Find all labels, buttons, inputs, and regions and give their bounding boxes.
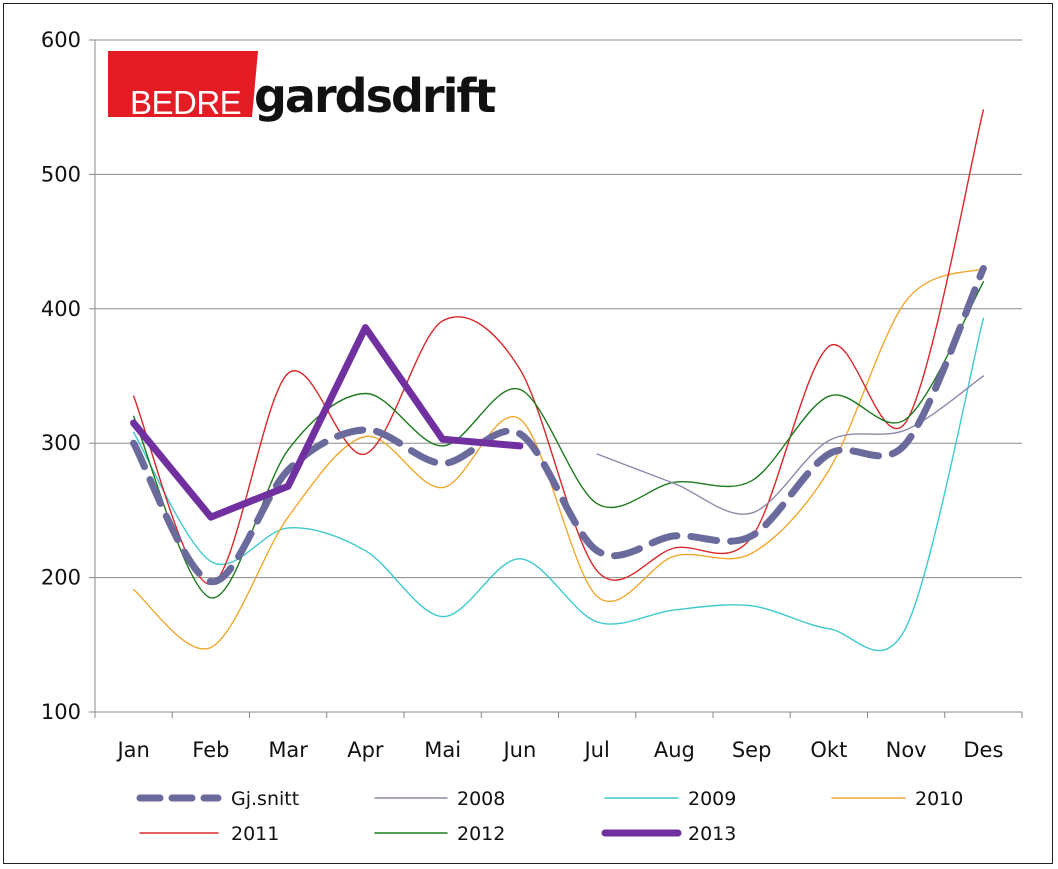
logo-red-block (108, 51, 258, 117)
legend-label-gj-snitt: Gj.snitt (231, 788, 299, 810)
logo-text-bedre: BEDRE (130, 84, 242, 121)
series-line-2008 (596, 375, 985, 515)
x-tick-label-mar: Mar (268, 738, 308, 762)
y-tick-label: 500 (41, 162, 81, 186)
legend-label-2008: 2008 (457, 788, 505, 810)
x-tick-label-aug: Aug (654, 738, 695, 762)
series-line-gj-snitt (130, 265, 987, 586)
series-line-2010 (132, 267, 985, 650)
x-tick-labels: Jan Feb Mar Apr Mai Jun Jul Aug Sep Okt Nov Des (115, 738, 1003, 762)
x-tick-label-feb: Feb (192, 738, 229, 762)
x-tick-label-sep: Sep (732, 738, 772, 762)
y-tick-label: 100 (41, 700, 81, 724)
logo-text-gardsdrift: gardsdrift (254, 69, 496, 123)
series-line-2013 (130, 324, 524, 521)
series-line-2012 (132, 281, 985, 599)
x-tick-label-apr: Apr (347, 738, 384, 762)
legend-label-2012: 2012 (457, 823, 505, 845)
x-tick-label-des: Des (963, 738, 1003, 762)
legend: Gj.snitt 2008 2009 2010 2011 2012 2013 (136, 788, 963, 845)
series-line-2011 (132, 109, 985, 586)
legend-label-2010: 2010 (915, 788, 963, 810)
y-tick-label: 600 (41, 28, 81, 52)
brand-logo: BEDRE gardsdrift (108, 51, 496, 131)
x-tick-label-nov: Nov (886, 738, 927, 762)
y-tick-label: 200 (41, 566, 81, 590)
legend-label-2013: 2013 (688, 823, 736, 845)
series-line-2009 (132, 317, 985, 652)
chart-frame (3, 3, 1053, 864)
y-tick-label: 400 (41, 297, 81, 321)
axes (89, 39, 1023, 718)
y-tick-labels: 100 200 300 400 500 600 (41, 28, 81, 724)
x-tick-label-mai: Mai (424, 738, 461, 762)
y-tick-label: 300 (41, 431, 81, 455)
x-tick-label-jul: Jul (582, 738, 609, 762)
x-tick-label-jan: Jan (115, 738, 149, 762)
legend-label-2011: 2011 (231, 823, 279, 845)
x-tick-label-jun: Jun (501, 738, 536, 762)
legend-label-2009: 2009 (688, 788, 736, 810)
x-tick-label-okt: Okt (810, 738, 847, 762)
series-lines (130, 109, 987, 652)
gridlines (95, 39, 1022, 579)
